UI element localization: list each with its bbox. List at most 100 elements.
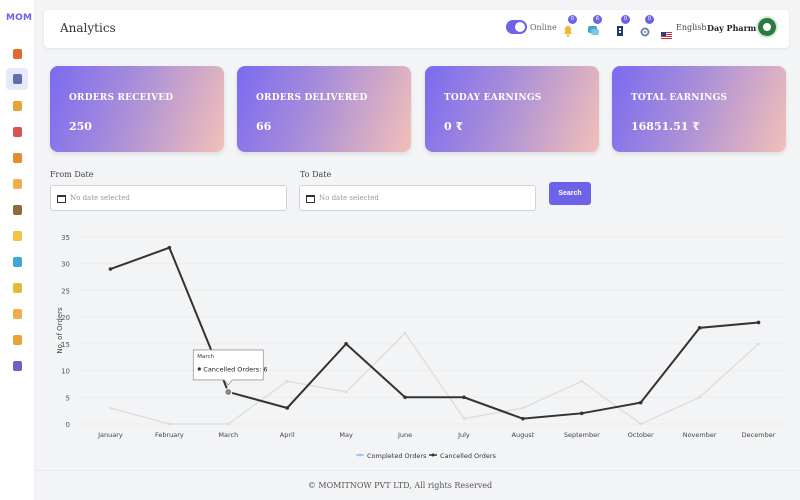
data-point — [285, 379, 289, 383]
ticket-icon[interactable] — [10, 125, 24, 139]
user-icon-glyph — [13, 179, 22, 189]
from-date-field[interactable]: No date selected — [50, 185, 287, 211]
toggle-knob — [515, 22, 525, 32]
dashboard-gauge-icon[interactable] — [10, 47, 24, 61]
online-label: Online — [530, 23, 557, 32]
orders-icon[interactable] — [10, 99, 24, 113]
data-point — [403, 331, 407, 335]
data-point — [698, 395, 702, 399]
legend-dot-completed — [358, 453, 362, 457]
globe-icon-glyph — [13, 257, 22, 267]
store-name[interactable]: Day Pharmacy — [707, 23, 771, 33]
package-icon[interactable] — [10, 307, 24, 321]
delivery-person-icon[interactable] — [10, 151, 24, 165]
footer-copyright: © MOMITNOW PVT LTD, All rights Reserved — [307, 481, 493, 490]
package-icon-glyph — [13, 309, 22, 319]
x-tick-label: December — [742, 431, 776, 439]
top-header: Analytics Online 0 6 0 0 English Day Pha… — [44, 10, 789, 48]
data-point — [167, 422, 171, 426]
legend-label-cancelled: Cancelled Orders — [440, 452, 496, 460]
legend-label-completed: Completed Orders — [367, 452, 427, 460]
chat-badge: 6 — [593, 15, 602, 24]
calendar-icon[interactable] — [10, 229, 24, 243]
stat-value: 250 — [69, 120, 92, 133]
y-tick-label: 5 — [66, 394, 70, 402]
data-point — [697, 326, 702, 330]
gear-badge: 0 — [645, 15, 654, 24]
sidebar: MOM — [0, 0, 35, 500]
to-date-placeholder: No date selected — [319, 194, 379, 202]
online-toggle[interactable] — [506, 20, 527, 34]
globe-icon[interactable] — [10, 255, 24, 269]
stat-label: ORDERS DELIVERED — [256, 93, 368, 103]
data-point — [521, 416, 525, 421]
chat-icon[interactable]: 6 — [588, 15, 602, 35]
shop-icon[interactable] — [10, 281, 24, 295]
y-tick-label: 0 — [66, 421, 70, 429]
stat-card-total-earnings: TOTAL EARNINGS 16851.51 ₹ — [612, 66, 786, 152]
data-point — [756, 320, 761, 325]
stat-card-orders-delivered: ORDERS DELIVERED 66 — [237, 66, 411, 152]
analytics-icon-glyph — [13, 74, 22, 84]
store-avatar[interactable] — [756, 16, 778, 38]
data-point — [344, 390, 348, 394]
x-tick-label: August — [512, 431, 535, 439]
inventory-icon[interactable] — [10, 203, 24, 217]
x-tick-label: March — [218, 431, 238, 439]
hover-marker — [224, 387, 233, 396]
to-date-field[interactable]: No date selected — [299, 185, 536, 211]
app-logo[interactable]: MOM — [6, 13, 33, 23]
legend-dot-cancelled — [431, 453, 435, 457]
stat-value: 66 — [256, 120, 272, 133]
shop-icon-glyph — [13, 283, 22, 293]
y-tick-label: 15 — [61, 341, 70, 349]
stat-card-orders-received: ORDERS RECEIVED 250 — [50, 66, 224, 152]
gear-icon[interactable]: 0 — [640, 15, 654, 37]
calendar-icon — [306, 195, 315, 203]
stat-value: 16851.51 ₹ — [631, 120, 700, 133]
x-tick-label: January — [97, 431, 123, 439]
y-axis-label: No. of Orders — [56, 307, 64, 354]
language-selector[interactable]: English — [676, 23, 707, 32]
data-point — [344, 342, 348, 346]
us-flag-icon[interactable] — [661, 25, 672, 40]
bell-badge: 0 — [568, 15, 577, 24]
search-button[interactable]: Search — [549, 182, 591, 205]
orders-icon-glyph — [13, 101, 22, 111]
data-point — [521, 406, 525, 410]
x-tick-label: February — [155, 431, 184, 439]
stat-label: TOTAL EARNINGS — [631, 93, 728, 103]
calendar-icon — [57, 195, 66, 203]
support-icon-glyph — [13, 361, 22, 371]
stat-label: TODAY EARNINGS — [444, 93, 542, 103]
x-tick-label: April — [280, 431, 295, 439]
data-point — [462, 417, 466, 421]
delivery-icon[interactable]: 0 — [616, 15, 630, 36]
data-point — [462, 395, 466, 400]
y-tick-label: 10 — [61, 368, 70, 376]
tooltip-category: March — [197, 354, 214, 360]
reports-icon[interactable] — [10, 333, 24, 347]
user-icon[interactable] — [10, 177, 24, 191]
data-point — [580, 379, 584, 383]
support-icon[interactable] — [10, 359, 24, 373]
data-point — [757, 342, 760, 346]
stat-label: ORDERS RECEIVED — [69, 93, 174, 103]
y-tick-label: 35 — [61, 234, 70, 242]
data-point — [226, 422, 230, 426]
data-point — [579, 411, 584, 416]
analytics-icon[interactable] — [6, 68, 28, 90]
x-tick-label: September — [564, 431, 600, 439]
bell-icon[interactable]: 0 — [563, 15, 577, 37]
data-point — [285, 406, 290, 410]
delivery-person-icon-glyph — [13, 153, 22, 163]
inventory-icon-glyph — [13, 205, 22, 215]
tooltip-box — [192, 349, 264, 386]
y-tick-label: 20 — [61, 314, 70, 322]
x-tick-label: October — [628, 431, 654, 439]
from-date-placeholder: No date selected — [70, 194, 130, 202]
data-point — [403, 395, 407, 400]
series-line-completed — [110, 332, 759, 425]
data-point — [639, 422, 643, 426]
footer-divider — [35, 470, 800, 471]
